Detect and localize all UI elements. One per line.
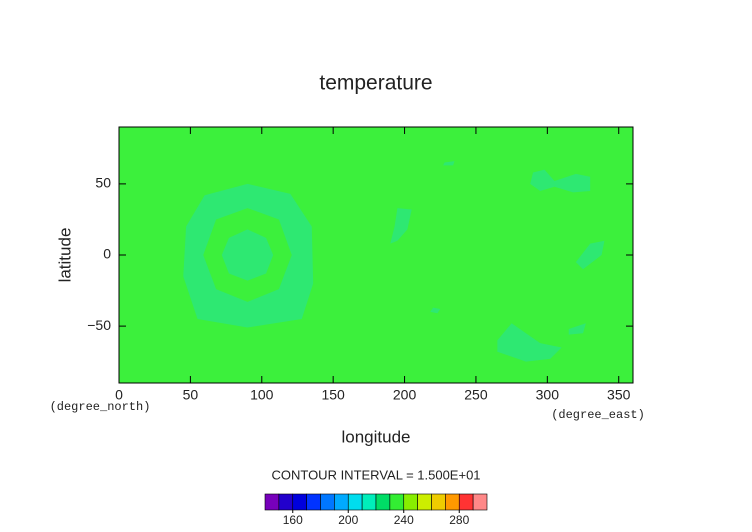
colorbar-box: [292, 493, 307, 511]
colorbar-box: [403, 493, 418, 511]
contour-region: [530, 169, 591, 193]
colorbar-box: [445, 493, 460, 511]
y-units: (degree_north): [50, 400, 151, 414]
y-tick-label: −50: [87, 317, 111, 333]
colorbar-box: [458, 493, 474, 511]
colorbar-box: [472, 493, 488, 511]
colorbar-box: [375, 493, 391, 511]
x-tick-label: 250: [464, 387, 488, 403]
contour-region: [497, 323, 562, 362]
colorbar-box: [334, 493, 349, 511]
colorbar-box: [361, 493, 377, 511]
y-tick-label: 50: [95, 175, 111, 191]
contour-note: CONTOUR INTERVAL = 1.500E+01: [271, 467, 480, 482]
x-tick-label: 0: [115, 387, 123, 403]
colorbar-tick-label: 200: [338, 513, 358, 527]
colorbar-box: [306, 493, 321, 511]
colorbar-box: [389, 493, 405, 511]
colorbar-box: [347, 493, 363, 511]
contour-region: [221, 229, 274, 281]
chart-title: temperature: [319, 72, 432, 95]
x-tick-label: 50: [183, 387, 199, 403]
y-tick-label: 0: [103, 246, 111, 262]
x-tick-label: 200: [393, 387, 417, 403]
colorbar-tick-label: 240: [394, 513, 414, 527]
contour-region: [568, 323, 586, 335]
x-tick-label: 350: [607, 387, 631, 403]
contour-region: [430, 307, 441, 314]
colorbar-tick-label: 160: [283, 513, 303, 527]
y-axis-label: latitude: [55, 228, 74, 283]
colorbar-box: [264, 493, 280, 511]
colorbar-tick-label: 280: [449, 513, 469, 527]
contour-region: [390, 208, 412, 244]
colorbar-box: [417, 493, 432, 511]
colorbar-box: [431, 493, 446, 511]
x-units: (degree_east): [551, 408, 645, 422]
contour-region: [575, 240, 605, 270]
x-axis-label: longitude: [341, 427, 410, 446]
x-tick-label: 100: [250, 387, 274, 403]
x-tick-label: 300: [536, 387, 560, 403]
x-tick-label: 150: [321, 387, 345, 403]
contour-region: [443, 161, 455, 166]
colorbar-box: [278, 493, 294, 511]
colorbar-box: [320, 493, 335, 511]
